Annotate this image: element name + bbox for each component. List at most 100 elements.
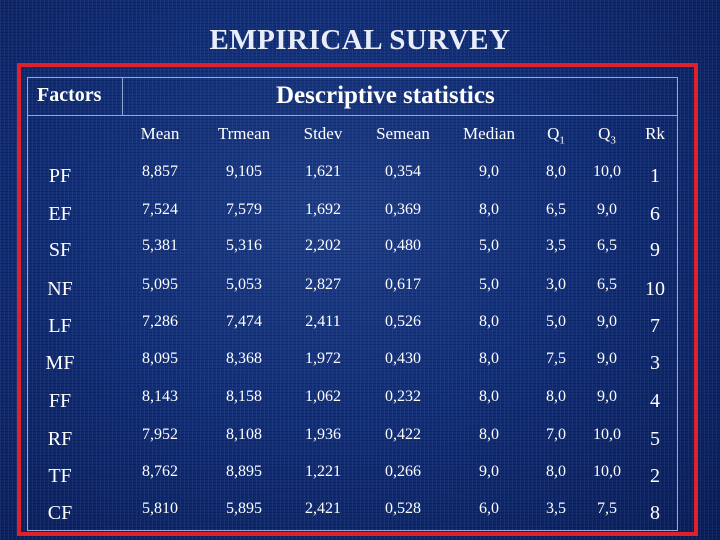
column-header-label: Trmean: [217, 124, 271, 143]
factor-label: EF: [48, 203, 72, 225]
table-cell: 7,0: [546, 426, 566, 443]
table-cell: 5,810: [142, 500, 178, 517]
factor-label: TF: [48, 465, 72, 487]
factor-label: CF: [47, 502, 73, 524]
table-cell: 6,5: [597, 276, 617, 293]
column-header: Q3: [567, 124, 647, 146]
table-cell: 9,0: [597, 350, 617, 367]
table-cell: 3,5: [546, 500, 566, 517]
table-cell: 9,0: [597, 201, 617, 218]
column-header: Median: [449, 124, 529, 144]
table-cell: 1,221: [305, 463, 341, 480]
table-cell: 7,5: [546, 350, 566, 367]
table-cell: 9,0: [597, 388, 617, 405]
table-cell: 7,952: [142, 426, 178, 443]
table-cell: 1,621: [305, 163, 341, 180]
column-header: Semean: [363, 124, 443, 144]
rank-cell: 4: [650, 390, 660, 412]
table-cell: 3,5: [546, 237, 566, 254]
table-cell: 0,617: [385, 276, 421, 293]
table-cell: 8,095: [142, 350, 178, 367]
column-header-label: Q: [598, 124, 611, 143]
table-cell: 8,0: [479, 426, 499, 443]
rank-cell: 2: [650, 465, 660, 487]
table-cell: 0,232: [385, 388, 421, 405]
rank-cell: 7: [650, 315, 660, 337]
factors-header: Factors: [37, 84, 102, 106]
rank-cell: 9: [650, 239, 660, 261]
table-cell: 8,143: [142, 388, 178, 405]
rank-cell: 6: [650, 203, 660, 225]
factor-label: FF: [48, 390, 72, 412]
table-cell: 8,0: [546, 463, 566, 480]
column-header-label: Mean: [140, 124, 180, 143]
table-cell: 2,202: [305, 237, 341, 254]
table-border: [27, 77, 678, 531]
column-header-subscript: 1: [559, 134, 565, 147]
column-header-label: Q: [547, 124, 560, 143]
slide-title: EMPIRICAL SURVEY: [209, 24, 511, 56]
table-cell: 0,430: [385, 350, 421, 367]
red-frame: [17, 63, 698, 536]
table-cell: 2,411: [305, 313, 341, 330]
table-cell: 7,524: [142, 201, 178, 218]
table-cell: 1,692: [305, 201, 341, 218]
table-cell: 0,369: [385, 201, 421, 218]
table-cell: 5,381: [142, 237, 178, 254]
table-cell: 9,105: [226, 163, 262, 180]
table-cell: 8,0: [479, 313, 499, 330]
table-cell: 5,316: [226, 237, 262, 254]
descriptive-statistics-header: Descriptive statistics: [276, 82, 495, 109]
table-cell: 8,368: [226, 350, 262, 367]
rank-cell: 10: [645, 278, 665, 300]
table-cell: 8,0: [546, 388, 566, 405]
table-cell: 0,480: [385, 237, 421, 254]
table-cell: 8,0: [546, 163, 566, 180]
table-cell: 5,0: [479, 237, 499, 254]
rank-cell: 8: [650, 502, 660, 524]
rank-cell: 1: [650, 165, 660, 187]
table-cell: 0,528: [385, 500, 421, 517]
column-header: Rk: [615, 124, 695, 144]
table-cell: 1,936: [305, 426, 341, 443]
factor-label: RF: [47, 428, 73, 450]
factor-label: MF: [45, 352, 75, 374]
factor-label: PF: [48, 165, 72, 187]
table-cell: 8,108: [226, 426, 262, 443]
table-cell: 0,422: [385, 426, 421, 443]
table-cell: 5,895: [226, 500, 262, 517]
table-cell: 1,062: [305, 388, 341, 405]
table-cell: 8,0: [479, 388, 499, 405]
table-cell: 0,354: [385, 163, 421, 180]
column-header-label: Semean: [376, 124, 430, 143]
table-cell: 3,0: [546, 276, 566, 293]
table-cell: 9,0: [479, 163, 499, 180]
header-divider: [27, 115, 678, 116]
table-cell: 0,526: [385, 313, 421, 330]
table-cell: 8,857: [142, 163, 178, 180]
table-cell: 10,0: [593, 163, 621, 180]
table-cell: 6,5: [546, 201, 566, 218]
table-cell: 10,0: [593, 426, 621, 443]
table-cell: 2,421: [305, 500, 341, 517]
table-cell: 8,158: [226, 388, 262, 405]
table-cell: 7,5: [597, 500, 617, 517]
column-header-label: Median: [463, 124, 515, 143]
column-header-subscript: 3: [610, 134, 616, 147]
table-cell: 7,579: [226, 201, 262, 218]
factors-column-divider: [122, 77, 123, 115]
column-header-label: Stdev: [303, 124, 343, 143]
table-cell: 5,095: [142, 276, 178, 293]
factor-label: SF: [48, 239, 72, 261]
column-header: Trmean: [204, 124, 284, 144]
table-cell: 2,827: [305, 276, 341, 293]
table-cell: 7,474: [226, 313, 262, 330]
table-cell: 1,972: [305, 350, 341, 367]
table-cell: 5,0: [479, 276, 499, 293]
column-header: Stdev: [283, 124, 363, 144]
table-cell: 5,053: [226, 276, 262, 293]
table-cell: 0,266: [385, 463, 421, 480]
table-cell: 6,0: [479, 500, 499, 517]
factor-label: NF: [47, 278, 73, 300]
table-cell: 8,0: [479, 201, 499, 218]
